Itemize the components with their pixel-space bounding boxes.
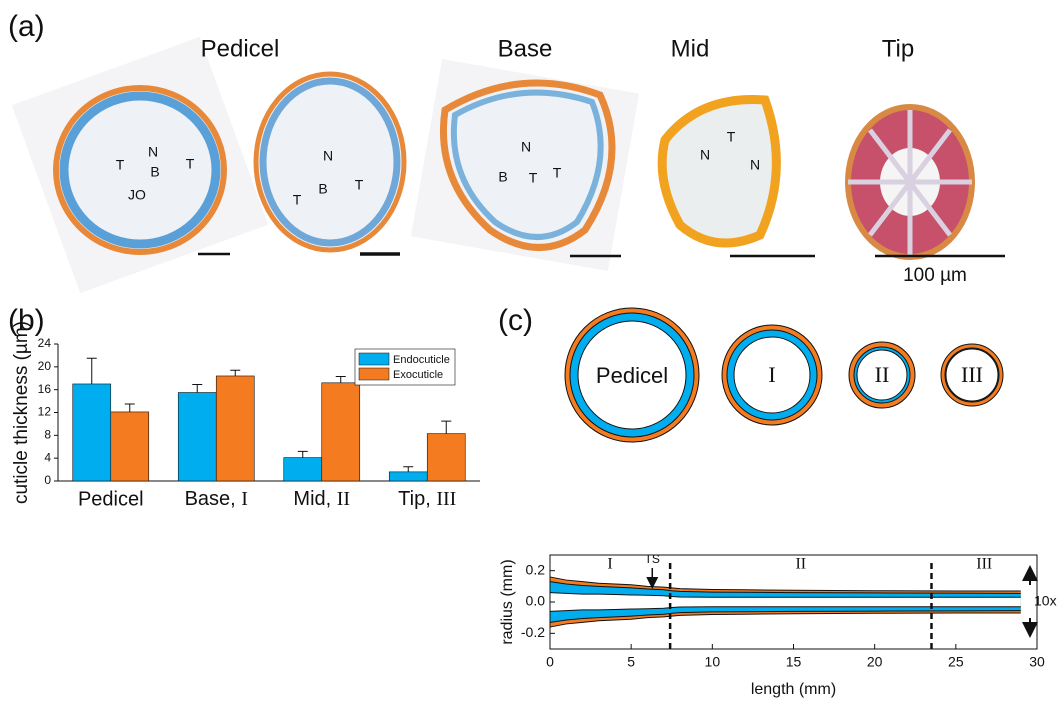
micrographs bbox=[11, 36, 1005, 294]
annotation: N bbox=[323, 148, 333, 164]
scale-note: 10x bbox=[1034, 593, 1057, 609]
x-tick-text: Mid, bbox=[293, 488, 336, 510]
error-bar bbox=[335, 376, 346, 383]
y-tick-label: 0.2 bbox=[526, 561, 546, 577]
x-tick-label: 20 bbox=[867, 654, 883, 670]
panel-label: (b) bbox=[8, 304, 45, 337]
scale-label: 100 µm bbox=[903, 265, 967, 286]
error-bar bbox=[86, 357, 97, 384]
panel-label: (c) bbox=[498, 304, 533, 337]
y-tick-label: 20 bbox=[38, 359, 52, 373]
annotation: T bbox=[529, 170, 538, 186]
annotation: N bbox=[700, 147, 710, 163]
annotation: B bbox=[498, 169, 507, 185]
region-label: I bbox=[607, 556, 612, 573]
radius-line bbox=[549, 612, 1021, 628]
x-tick-label: 30 bbox=[1029, 654, 1045, 670]
cross-sections bbox=[564, 307, 1004, 443]
x-tick-label: Tip, III bbox=[398, 488, 456, 511]
legend-swatch bbox=[358, 367, 390, 381]
error-bar bbox=[192, 384, 203, 393]
error-bar bbox=[403, 466, 414, 472]
y-tick-label: 16 bbox=[38, 382, 52, 396]
annotation: T bbox=[727, 129, 736, 145]
x-tick-label: Pedicel bbox=[78, 488, 144, 510]
y-tick-label: 8 bbox=[44, 428, 51, 442]
x-tick-label: 5 bbox=[627, 654, 635, 670]
region-label: II bbox=[795, 556, 806, 573]
y-axis-title: cuticle thickness (µm) bbox=[11, 321, 32, 504]
bar bbox=[215, 375, 255, 482]
annotation: N bbox=[750, 157, 760, 173]
bar bbox=[321, 382, 361, 482]
radius-line bbox=[549, 581, 1021, 594]
x-tick-text: Tip, bbox=[398, 488, 436, 510]
cross-section-label: II bbox=[875, 362, 890, 387]
annotation: N bbox=[521, 139, 531, 155]
error-bar bbox=[297, 450, 308, 458]
x-tick-label: 0 bbox=[546, 654, 554, 670]
bar bbox=[388, 471, 428, 482]
annotation: B bbox=[318, 181, 327, 197]
x-tick-label: 25 bbox=[948, 654, 964, 670]
error-bar bbox=[124, 403, 135, 412]
error-bar bbox=[441, 420, 452, 434]
x-axis-title: length (mm) bbox=[751, 681, 836, 698]
y-tick-label: 0 bbox=[44, 473, 51, 487]
bar bbox=[283, 457, 323, 482]
x-tick-label: 10 bbox=[705, 654, 721, 670]
y-tick-label: 0.0 bbox=[526, 593, 546, 609]
bar bbox=[426, 433, 466, 482]
legend-label: Exocuticle bbox=[393, 369, 443, 381]
panel-label: (a) bbox=[8, 10, 45, 43]
y-tick-label: 24 bbox=[38, 336, 52, 350]
y-tick-label: 12 bbox=[38, 405, 52, 419]
annotation: T bbox=[355, 177, 364, 193]
annotation: T bbox=[186, 156, 195, 172]
x-tick-label: Mid, II bbox=[293, 488, 350, 511]
legend-swatch bbox=[358, 352, 390, 366]
legend-label: Endocuticle bbox=[393, 354, 450, 366]
region-label: III bbox=[976, 556, 992, 573]
error-bar bbox=[230, 369, 241, 376]
radius-line bbox=[549, 576, 1021, 592]
x-tick-label: Base, I bbox=[185, 488, 248, 511]
radius-line bbox=[549, 606, 1021, 612]
radius-line bbox=[549, 592, 1021, 598]
section-title: Tip bbox=[882, 35, 914, 62]
annotation: JO bbox=[128, 187, 146, 203]
x-tick-text: II bbox=[337, 488, 350, 510]
section-title: Pedicel bbox=[201, 35, 280, 62]
y-tick-label: 4 bbox=[44, 450, 51, 464]
cross-section-label: Pedicel bbox=[596, 363, 668, 388]
annotation: T bbox=[116, 157, 125, 173]
section-title: Mid bbox=[671, 35, 710, 62]
bar bbox=[110, 411, 150, 482]
y-tick-label: -0.2 bbox=[521, 624, 545, 640]
radius-line bbox=[549, 610, 1021, 623]
bar bbox=[177, 392, 217, 482]
cross-section-label: I bbox=[768, 362, 775, 387]
annotation: B bbox=[150, 164, 159, 180]
y-axis-title: radius (mm) bbox=[499, 559, 516, 644]
annotation: TS bbox=[645, 552, 660, 566]
annotation: T bbox=[553, 165, 562, 181]
x-tick-text: I bbox=[241, 488, 248, 510]
x-tick-text: Base, bbox=[185, 488, 242, 510]
section-title: Base bbox=[498, 35, 553, 62]
x-tick-text: III bbox=[436, 488, 456, 510]
annotation: N bbox=[148, 144, 158, 160]
bar bbox=[72, 383, 112, 482]
annotation: T bbox=[293, 192, 302, 208]
cross-section-label: III bbox=[961, 362, 983, 387]
x-tick-label: 15 bbox=[786, 654, 802, 670]
